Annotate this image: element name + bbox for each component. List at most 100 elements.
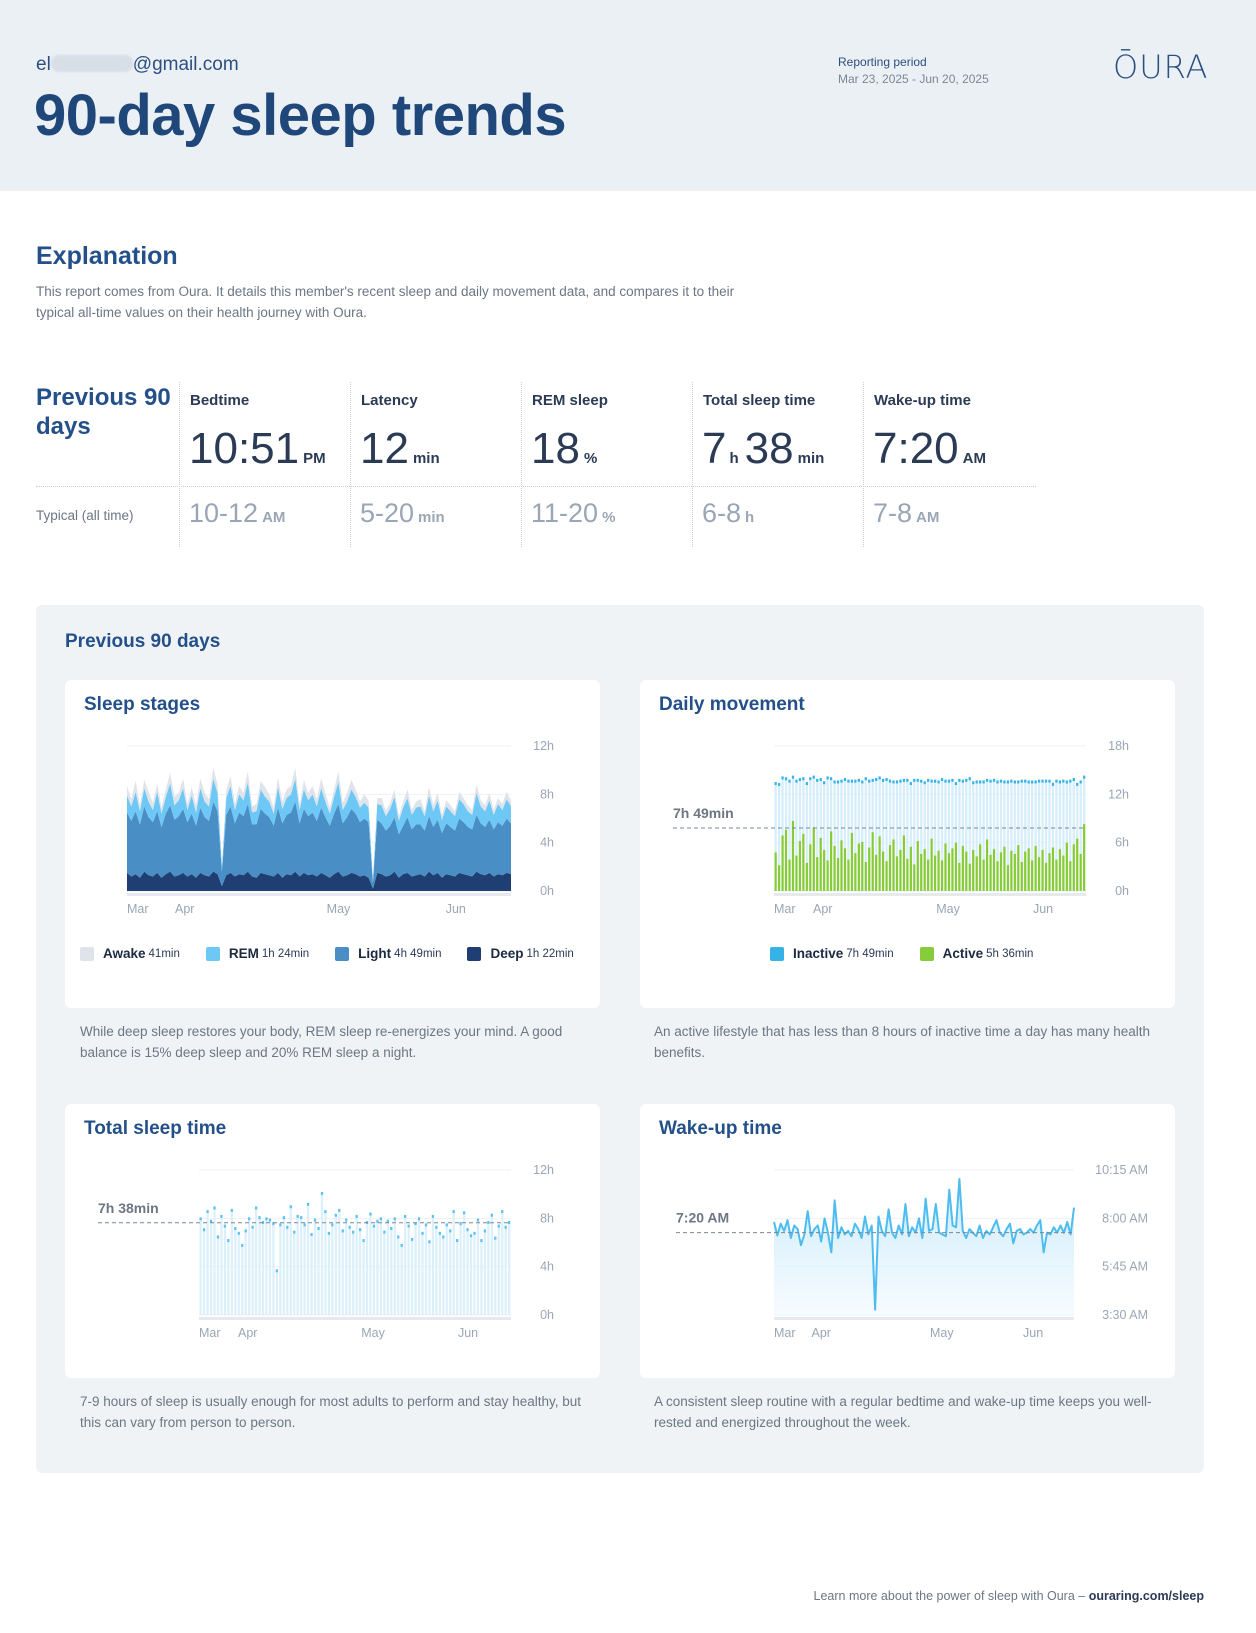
active-bar bbox=[972, 849, 975, 891]
legend-name: Inactive bbox=[793, 946, 844, 961]
active-bar bbox=[1065, 842, 1068, 891]
active-bar bbox=[992, 849, 996, 891]
sleep-bar-cap bbox=[317, 1227, 320, 1230]
x-tick-label: May bbox=[936, 902, 960, 916]
active-bar bbox=[843, 848, 847, 891]
active-bar bbox=[930, 838, 933, 891]
typical-unit: AM bbox=[262, 509, 286, 526]
active-bar bbox=[906, 858, 909, 891]
inactive-bar bbox=[791, 776, 795, 821]
inactive-bar bbox=[944, 780, 947, 844]
sleep-bar-cap bbox=[487, 1220, 490, 1224]
sleep-bar bbox=[268, 1219, 272, 1315]
footer-link[interactable]: ouraring.com/sleep bbox=[1088, 1589, 1204, 1603]
sleep-bar-cap bbox=[293, 1230, 296, 1234]
stat-number: 10:51 bbox=[189, 424, 300, 473]
sleep-bar-cap bbox=[306, 1202, 310, 1206]
inactive-bar bbox=[1058, 781, 1062, 850]
inactive-bar bbox=[923, 782, 926, 850]
inactive-cap bbox=[878, 776, 881, 780]
sleep-bar bbox=[230, 1209, 233, 1315]
sleep-bar-cap bbox=[497, 1224, 500, 1228]
inactive-bar bbox=[861, 781, 864, 842]
stat-unit: AM bbox=[962, 450, 986, 467]
x-tick-label: Mar bbox=[774, 902, 796, 916]
sleep-bar-cap bbox=[473, 1231, 476, 1235]
active-bar bbox=[951, 848, 954, 891]
sleep-bar bbox=[317, 1228, 320, 1315]
stat-typical: 11-20% bbox=[531, 498, 615, 529]
inactive-bar bbox=[1006, 781, 1010, 866]
inactive-bar bbox=[798, 779, 802, 842]
inactive-cap bbox=[1058, 780, 1062, 784]
inactive-bar bbox=[979, 781, 982, 845]
x-tick-label: Apr bbox=[175, 902, 194, 916]
inactive-bar bbox=[996, 781, 999, 862]
active-bar bbox=[850, 833, 854, 891]
area-rem bbox=[127, 778, 511, 883]
inactive-bar bbox=[992, 779, 996, 850]
typical-value: 7-8 bbox=[873, 498, 913, 528]
inactive-cap bbox=[816, 778, 819, 782]
wake-up-card: Wake-up time 10:15 AM 8:00 AM 5:45 AM 3:30 … bbox=[640, 1104, 1175, 1378]
y-tick-label: 12h bbox=[533, 739, 554, 753]
inactive-cap bbox=[1041, 779, 1044, 783]
inactive-bar bbox=[937, 781, 940, 851]
sleep-bar-cap bbox=[220, 1214, 223, 1218]
redacted-email-mask bbox=[50, 55, 133, 72]
inactive-bar bbox=[1048, 780, 1051, 854]
sleep-bar bbox=[421, 1232, 424, 1315]
inactive-cap bbox=[1037, 779, 1041, 783]
sleep-bar-cap bbox=[265, 1217, 268, 1221]
legend-name: Light bbox=[358, 946, 392, 961]
stat-wake-up: Wake-up time 7:20 AM 7-8 AM bbox=[863, 382, 1033, 547]
active-bar bbox=[829, 831, 833, 891]
legend-swatch bbox=[467, 946, 482, 961]
inactive-cap bbox=[829, 777, 833, 781]
inactive-cap bbox=[836, 780, 840, 784]
active-bar bbox=[1055, 859, 1058, 891]
inactive-cap bbox=[923, 781, 926, 785]
inactive-cap bbox=[1006, 780, 1010, 784]
legend-name: Deep bbox=[490, 946, 524, 961]
y-tick-label: 18h bbox=[1108, 739, 1129, 753]
inactive-bar bbox=[826, 777, 829, 861]
sleep-bar-cap bbox=[508, 1220, 511, 1224]
x-tick-label: Jun bbox=[446, 902, 466, 916]
sleep-bar bbox=[490, 1214, 493, 1315]
inactive-cap bbox=[954, 782, 958, 786]
inactive-cap bbox=[781, 776, 784, 780]
inactive-bar bbox=[927, 779, 930, 860]
inactive-bar bbox=[774, 783, 777, 853]
active-bar bbox=[1031, 860, 1034, 891]
sleep-bar bbox=[293, 1231, 296, 1315]
inactive-bar bbox=[1083, 776, 1086, 825]
legend-item: Inactive 7h 49min bbox=[770, 946, 894, 961]
inactive-cap bbox=[1034, 780, 1037, 784]
chart-axes: 12h 8h 4h 0h Mar Apr May Jun bbox=[199, 1163, 554, 1340]
email-suffix: @gmail.com bbox=[132, 54, 239, 75]
stat-rem-sleep: REM sleep 18% 11-20% bbox=[521, 382, 691, 547]
inactive-cap bbox=[854, 779, 857, 783]
daily-movement-description: An active lifestyle that has less than 8… bbox=[654, 1024, 1151, 1060]
sleep-bar bbox=[414, 1223, 417, 1315]
inactive-cap bbox=[1076, 782, 1079, 786]
active-bar bbox=[777, 865, 781, 891]
inactive-bar bbox=[1072, 779, 1075, 845]
inactive-bar bbox=[899, 780, 902, 850]
footer-text: Learn more about the power of sleep with… bbox=[813, 1589, 1089, 1603]
sleep-bar bbox=[303, 1224, 306, 1315]
sleep-bar-cap bbox=[341, 1229, 344, 1233]
inactive-bar bbox=[888, 780, 892, 846]
sleep-bar-cap bbox=[230, 1208, 233, 1212]
inactive-cap bbox=[985, 778, 989, 782]
inactive-cap bbox=[992, 778, 996, 782]
sleep-bar bbox=[508, 1221, 511, 1315]
active-bar bbox=[1058, 849, 1062, 891]
active-bar bbox=[1083, 824, 1086, 891]
legend-swatch bbox=[205, 946, 220, 961]
sleep-bar-cap bbox=[459, 1222, 462, 1226]
inactive-cap bbox=[871, 778, 874, 782]
active-bar bbox=[892, 839, 895, 891]
sleep-bar bbox=[220, 1215, 223, 1315]
